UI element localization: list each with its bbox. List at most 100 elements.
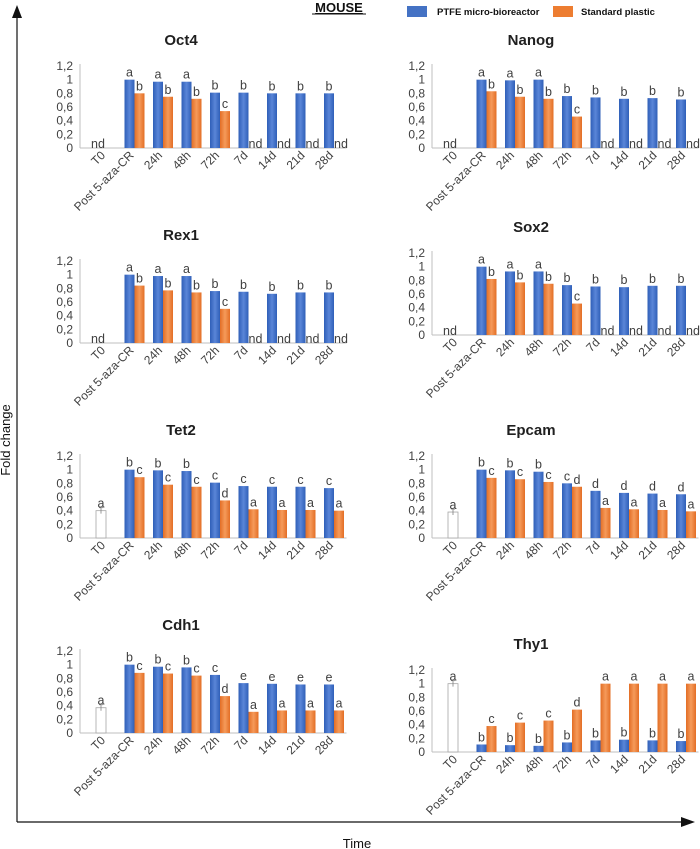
data-label: c: [545, 707, 551, 721]
bar-standard: [334, 510, 344, 538]
data-label-nd: nd: [601, 137, 615, 151]
data-label: c: [222, 97, 228, 111]
bar-standard: [572, 709, 582, 752]
bar-standard: [572, 116, 582, 148]
data-label-nd: nd: [658, 137, 672, 151]
y-tick-label: 0,8: [408, 690, 425, 704]
category-label: 14d: [607, 335, 631, 359]
bar-ptfe: [562, 483, 572, 538]
data-label: b: [564, 271, 571, 285]
y-tick-label: 1,2: [408, 663, 425, 677]
y-tick-label: 0,6: [408, 490, 425, 504]
data-label: c: [297, 473, 303, 487]
bar-standard: [191, 292, 202, 343]
category-label: T0: [440, 148, 460, 168]
y-tick-label: 0,4: [56, 504, 73, 518]
legend-label-standard: Standard plastic: [581, 7, 655, 18]
data-label: a: [98, 694, 105, 708]
bar-standard: [220, 500, 230, 538]
bar-ptfe: [267, 683, 277, 733]
bar-ptfe: [562, 742, 572, 752]
bar-ptfe: [210, 291, 220, 343]
y-tick-label: 0,2: [408, 517, 425, 531]
data-label: b: [564, 728, 571, 742]
bar-ptfe: [295, 292, 306, 343]
data-label: b: [183, 653, 190, 667]
data-label-nd: nd: [91, 137, 105, 151]
legend-label-ptfe: PTFE micro-bioreactor: [437, 7, 540, 18]
category-label: 28d: [664, 752, 688, 776]
bar-t0: [95, 510, 107, 539]
data-label: a: [336, 696, 343, 710]
data-label: a: [126, 66, 133, 80]
bar-standard: [486, 91, 497, 148]
y-tick-label: 1: [418, 260, 425, 274]
data-label: b: [678, 85, 685, 99]
data-label: b: [488, 77, 495, 91]
bar-ptfe: [124, 274, 135, 343]
bar-ptfe: [181, 471, 192, 538]
y-tick-label: 0,4: [408, 718, 425, 732]
data-label: b: [326, 278, 333, 292]
bar-ptfe: [619, 287, 629, 335]
chart-title: Rex1: [163, 227, 199, 244]
bar-ptfe: [505, 271, 515, 335]
bar-t0: [95, 707, 107, 734]
bar-ptfe: [153, 666, 163, 733]
bar-standard: [572, 303, 582, 335]
data-label-nd: nd: [277, 332, 291, 346]
data-label-nd: nd: [277, 137, 291, 151]
data-label: c: [574, 290, 580, 304]
bar-standard: [191, 486, 202, 538]
y-tick-label: 0,2: [56, 517, 73, 531]
data-label: b: [136, 272, 143, 286]
data-label: b: [240, 278, 247, 292]
category-label: 21d: [636, 335, 660, 359]
bar-standard: [277, 509, 287, 538]
data-label: a: [307, 696, 314, 710]
y-tick-label: 1,2: [408, 246, 425, 260]
data-label: b: [621, 726, 628, 740]
category-label: 28d: [312, 148, 336, 172]
figure-title: MOUSE: [315, 0, 363, 15]
data-label: b: [507, 456, 514, 470]
data-label: b: [240, 79, 247, 93]
category-label: 7d: [583, 752, 602, 771]
bar-standard: [486, 278, 497, 335]
category-label: 72h: [550, 335, 574, 359]
data-label-nd: nd: [443, 137, 457, 151]
bar-standard: [220, 111, 230, 148]
bar-standard: [191, 98, 202, 148]
category-label: 21d: [284, 538, 308, 562]
bar-ptfe: [295, 486, 306, 538]
data-label-nd: nd: [686, 137, 700, 151]
category-label: 24h: [493, 538, 517, 562]
data-label: a: [279, 496, 286, 510]
data-label: b: [545, 270, 552, 284]
y-tick-label: 0,6: [56, 685, 73, 699]
category-label: 48h: [170, 343, 194, 367]
data-label: b: [621, 85, 628, 99]
bar-ptfe: [590, 286, 601, 335]
data-label-nd: nd: [601, 324, 615, 338]
bar-ptfe: [181, 276, 192, 343]
data-label: b: [297, 278, 304, 292]
data-label: b: [212, 79, 219, 93]
data-label: c: [165, 471, 171, 485]
bar-t0: [447, 511, 459, 539]
chart-title: Sox2: [513, 219, 549, 236]
bar-ptfe: [181, 81, 192, 148]
bar-standard: [305, 509, 316, 538]
category-label: 24h: [493, 148, 517, 172]
category-label: 72h: [198, 343, 222, 367]
y-tick-label: 0,4: [56, 114, 73, 128]
data-label: c: [193, 473, 199, 487]
data-label: a: [250, 495, 257, 509]
category-label: 28d: [664, 538, 688, 562]
y-tick-label: 1: [418, 463, 425, 477]
bar-ptfe: [476, 744, 487, 752]
bar-ptfe: [324, 684, 334, 733]
y-tick-label: 1,2: [56, 254, 73, 268]
